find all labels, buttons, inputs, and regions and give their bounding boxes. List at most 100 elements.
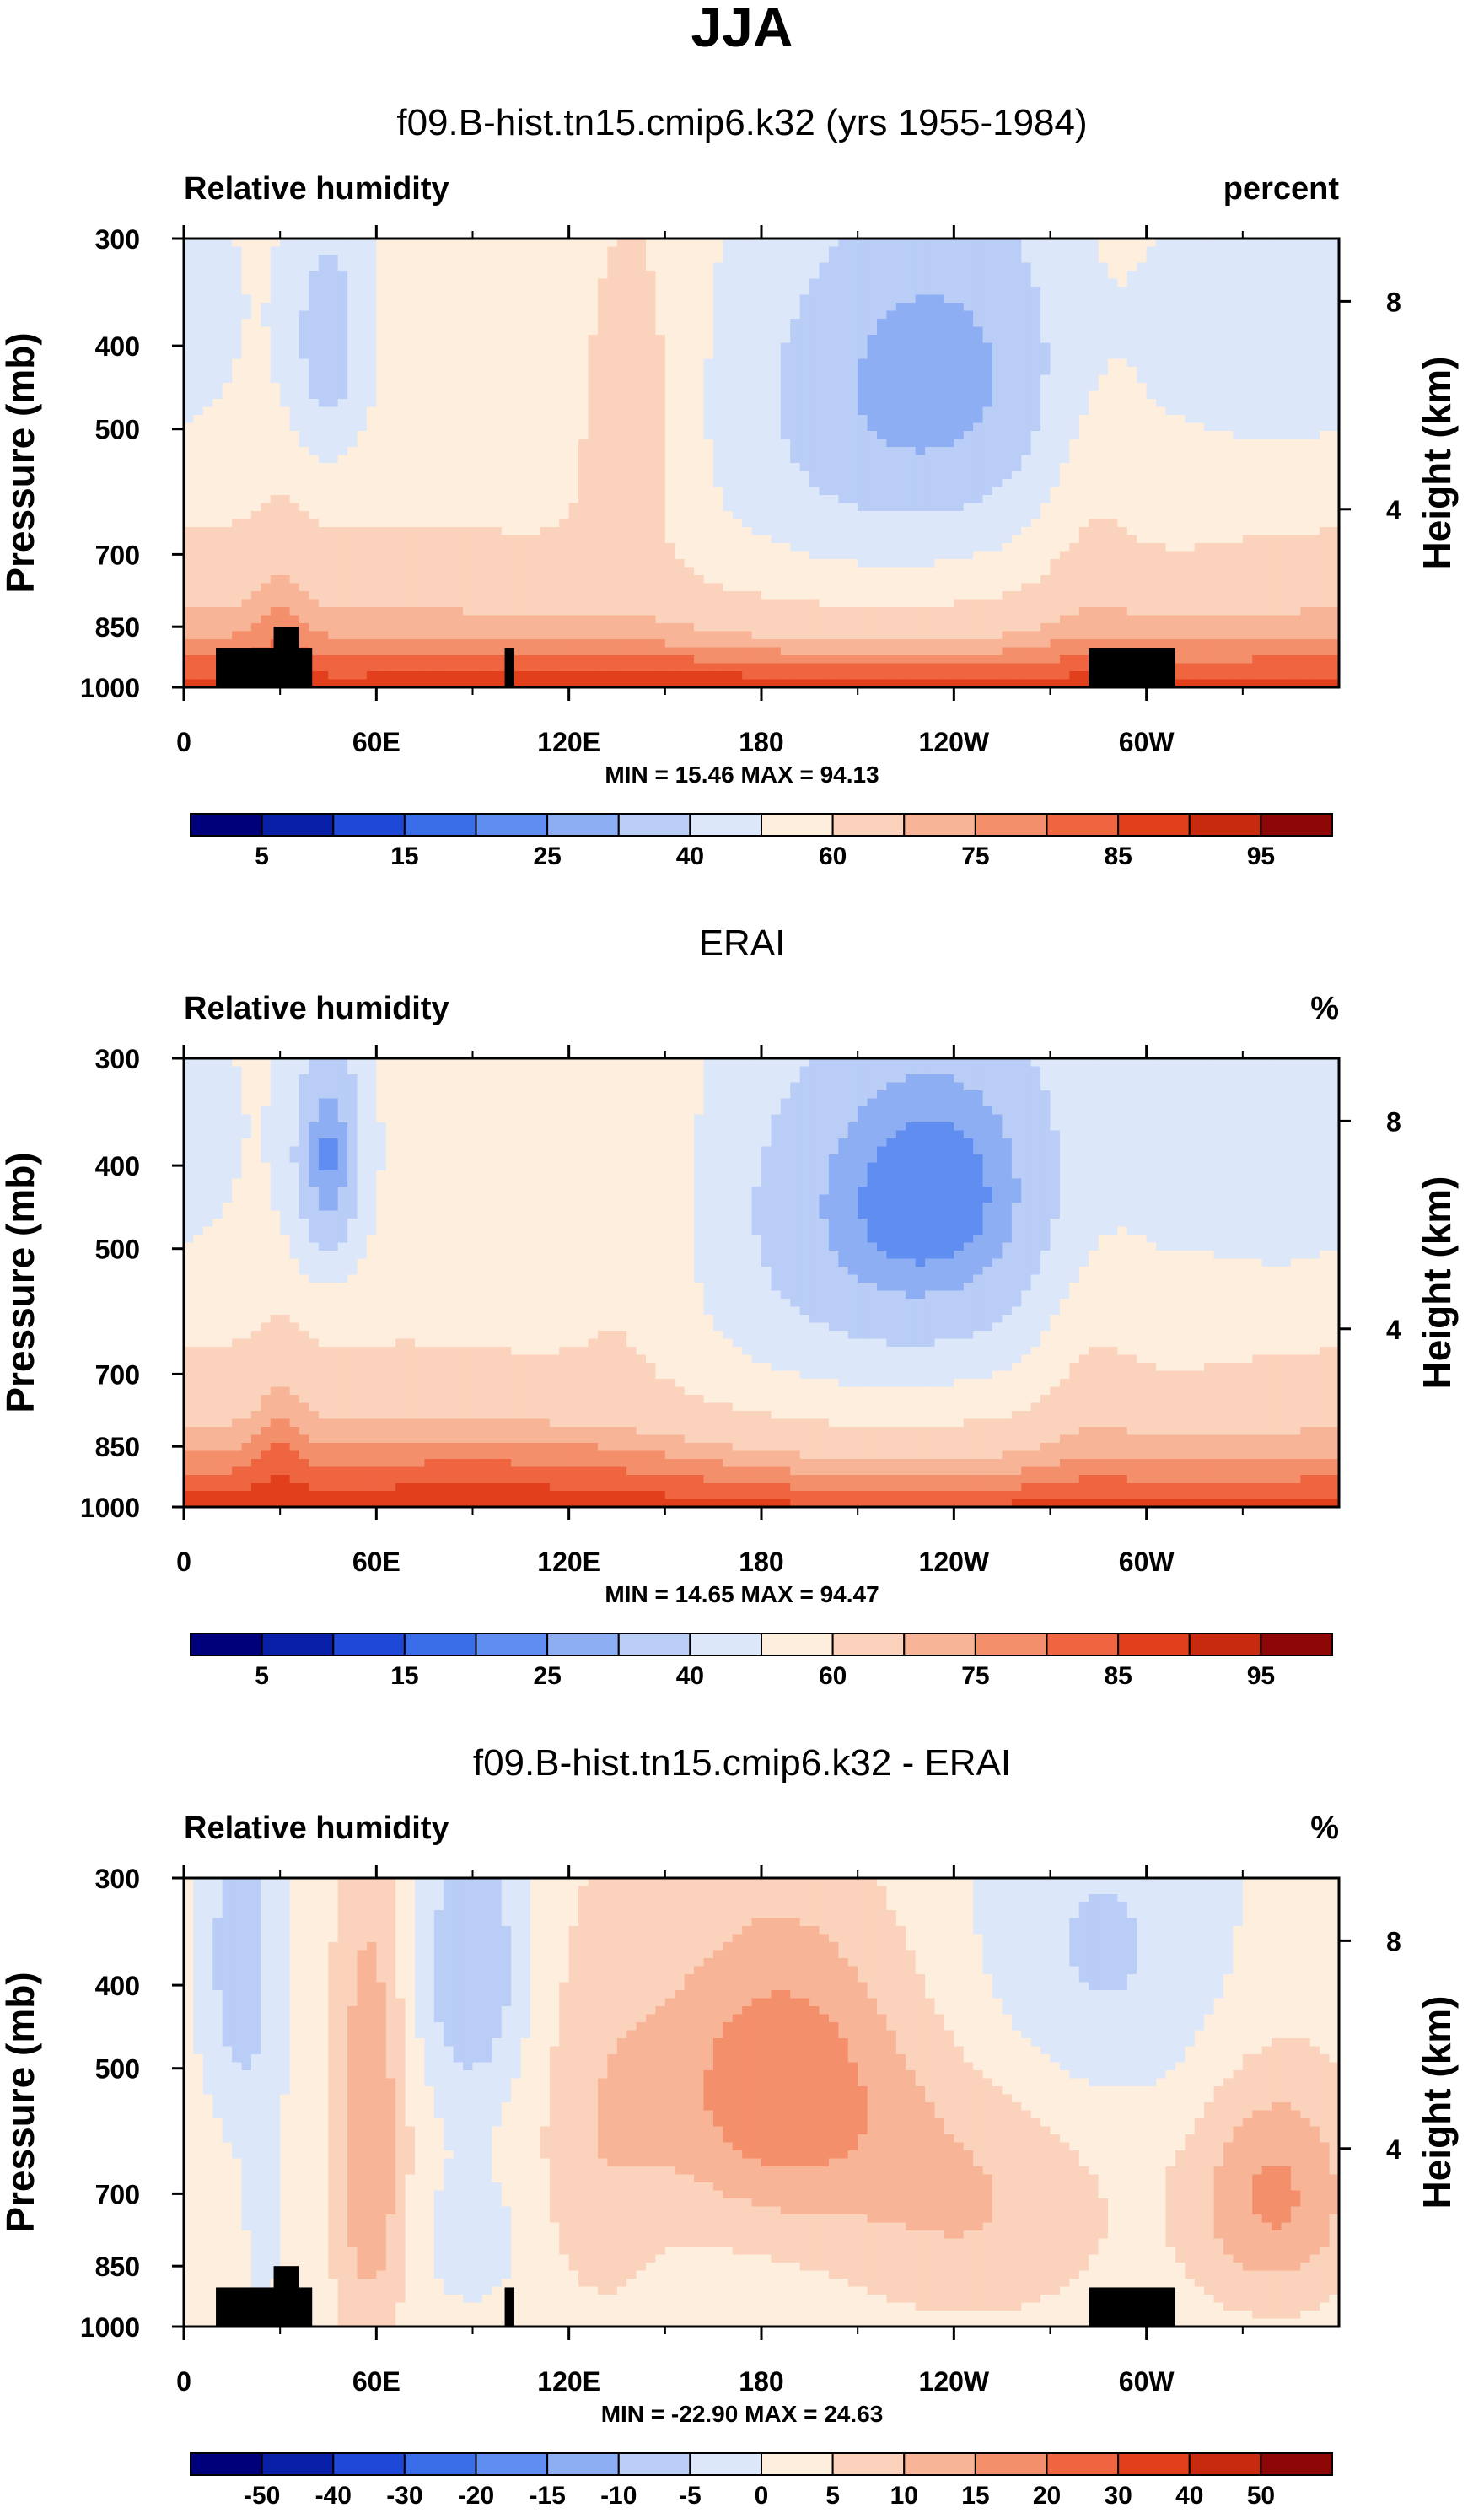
heatmap-cell xyxy=(309,455,320,464)
heatmap-cell xyxy=(337,519,348,528)
heatmap-cell xyxy=(289,551,300,560)
heatmap-cell xyxy=(1030,535,1041,544)
heatmap-cell xyxy=(771,239,782,248)
heatmap-cell xyxy=(501,543,512,552)
heatmap-cell xyxy=(655,543,666,552)
heatmap-cell xyxy=(222,495,233,504)
heatmap-cell xyxy=(819,567,830,576)
heatmap-cell xyxy=(309,415,320,424)
heatmap-cell xyxy=(886,399,897,408)
heatmap-cell xyxy=(299,519,310,528)
heatmap-cell xyxy=(261,278,272,288)
heatmap-cell xyxy=(973,551,984,560)
heatmap-cell xyxy=(703,535,714,544)
heatmap-cell xyxy=(723,278,734,288)
heatmap-cell xyxy=(1021,527,1032,536)
heatmap-cell xyxy=(568,239,579,248)
heatmap-cell xyxy=(1089,455,1100,464)
heatmap-cell xyxy=(1309,390,1320,400)
heatmap-cell xyxy=(1329,278,1340,288)
heatmap-cell xyxy=(318,527,329,536)
heatmap-cell xyxy=(232,342,243,352)
heatmap-cell xyxy=(1021,543,1032,552)
heatmap-cell xyxy=(1165,246,1176,256)
heatmap-cell xyxy=(568,287,579,296)
heatmap-cell xyxy=(847,239,858,248)
heatmap-cell xyxy=(549,455,560,464)
heatmap-cell xyxy=(895,559,906,568)
heatmap-cell xyxy=(261,383,272,392)
heatmap-cell xyxy=(1030,310,1041,320)
heatmap-cell xyxy=(1223,390,1234,400)
heatmap-cell xyxy=(1300,246,1311,256)
heatmap-cell xyxy=(925,487,936,496)
heatmap-cell xyxy=(1089,439,1100,448)
heatmap-cell xyxy=(299,246,310,256)
heatmap-cell xyxy=(481,262,492,272)
heatmap-cell xyxy=(1165,503,1176,512)
heatmap-cell xyxy=(1021,535,1032,544)
heatmap-cell xyxy=(1002,503,1013,512)
heatmap-cell xyxy=(1137,471,1148,480)
heatmap-cell xyxy=(597,463,608,472)
heatmap-cell xyxy=(280,543,291,552)
heatmap-cell xyxy=(1059,303,1070,312)
heatmap-cell xyxy=(1213,487,1224,496)
heatmap-cell xyxy=(549,543,560,552)
heatmap-cell xyxy=(1272,471,1282,480)
heatmap-cell xyxy=(1290,303,1301,312)
heatmap-cell xyxy=(501,303,512,312)
heatmap-cell xyxy=(1300,431,1311,440)
heatmap-cell xyxy=(549,527,560,536)
heatmap-cell xyxy=(954,551,965,560)
heatmap-cell xyxy=(1050,463,1061,472)
heatmap-cell xyxy=(328,422,339,432)
heatmap-cell xyxy=(385,294,396,304)
heatmap-cell xyxy=(520,511,531,520)
heatmap-cell xyxy=(1069,543,1080,552)
heatmap-cell xyxy=(1089,487,1100,496)
heatmap-cell xyxy=(1126,479,1137,488)
heatmap-cell xyxy=(886,511,897,520)
heatmap-cell xyxy=(712,463,723,472)
heatmap-cell xyxy=(318,294,329,304)
heatmap-cell xyxy=(1069,422,1080,432)
heatmap-cell xyxy=(1281,383,1292,392)
heatmap-cell xyxy=(261,326,272,336)
heatmap-cell xyxy=(1108,310,1119,320)
heatmap-cell xyxy=(424,294,435,304)
heatmap-cell xyxy=(664,511,675,520)
heatmap-cell xyxy=(328,463,339,472)
heatmap-cell xyxy=(1078,431,1089,440)
heatmap-cell xyxy=(703,439,714,448)
heatmap-cell xyxy=(559,303,570,312)
heatmap-cell xyxy=(1050,519,1061,528)
heatmap-cell xyxy=(925,255,936,264)
heatmap-cell xyxy=(366,326,377,336)
heatmap-cell xyxy=(1252,455,1263,464)
heatmap-cell xyxy=(415,287,426,296)
heatmap-cell xyxy=(1300,406,1311,416)
heatmap-cell xyxy=(675,406,686,416)
heatmap-cell xyxy=(492,535,503,544)
heatmap-cell xyxy=(453,303,464,312)
heatmap-cell xyxy=(385,271,396,280)
heatmap-cell xyxy=(858,342,868,352)
heatmap-cell xyxy=(588,551,599,560)
heatmap-cell xyxy=(1011,551,1022,560)
heatmap-cell xyxy=(973,463,984,472)
heatmap-cell xyxy=(492,351,503,360)
heatmap-cell xyxy=(1223,479,1234,488)
heatmap-cell xyxy=(992,495,1003,504)
heatmap-cell xyxy=(809,463,820,472)
heatmap-cell xyxy=(289,319,300,328)
heatmap-cell xyxy=(232,390,243,400)
heatmap-cell xyxy=(453,246,464,256)
heatmap-cell xyxy=(250,278,261,288)
heatmap-cell xyxy=(1098,367,1109,376)
heatmap-cell xyxy=(1059,495,1070,504)
heatmap-cell xyxy=(607,495,618,504)
heatmap-cell xyxy=(559,351,570,360)
heatmap-cell xyxy=(616,383,627,392)
heatmap-cell xyxy=(588,447,599,456)
